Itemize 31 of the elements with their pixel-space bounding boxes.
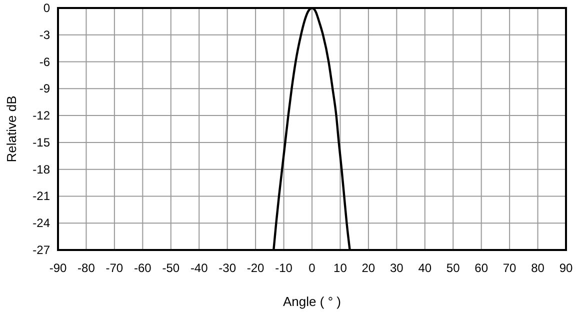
x-tick-label: 30 [390,261,404,275]
y-tick-label: -27 [32,243,50,257]
y-tick-label: -24 [32,216,50,230]
x-tick-label: 90 [559,261,573,275]
y-tick-label: -21 [32,189,50,204]
x-tick-label: 0 [308,261,316,275]
x-tick-label: 20 [362,261,376,275]
x-tick-label: 10 [334,261,348,275]
x-tick-label: -10 [275,261,293,275]
x-tick-label: -40 [190,261,208,275]
y-tick-label: 0 [43,1,50,15]
y-tick-label: -9 [39,82,50,96]
x-tick-label: 60 [474,261,488,275]
x-tick-label: 70 [502,261,517,275]
x-tick-label: 50 [446,261,460,275]
x-tick-label: -80 [78,261,96,275]
y-tick-label: -6 [39,54,50,69]
x-tick-label: -20 [246,261,265,275]
x-tick-label: -50 [162,261,180,275]
y-tick-label: -3 [39,28,50,42]
x-tick-label: 80 [531,261,545,275]
y-tick-label: -15 [32,135,50,150]
x-tick-label: -30 [218,261,236,275]
x-tick-label: -60 [134,261,152,275]
x-axis-title: Angle ( ° ) [283,294,341,309]
y-axis-title: Relative dB [4,96,19,162]
x-tick-label: 40 [418,261,432,275]
y-tick-label: -12 [32,108,50,123]
x-tick-label: -90 [49,261,67,275]
x-tick-label: -70 [106,261,124,275]
y-tick-label: -18 [32,162,50,176]
